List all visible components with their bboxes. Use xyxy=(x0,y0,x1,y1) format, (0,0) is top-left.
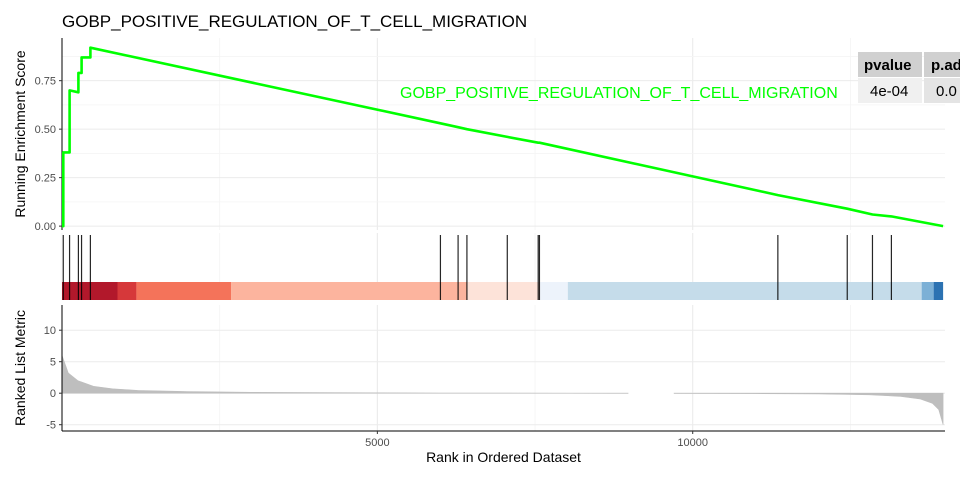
rank-color-bar xyxy=(62,282,944,300)
color-band xyxy=(136,282,232,300)
series-line xyxy=(61,46,944,228)
y-tick-label: 0.25 xyxy=(35,173,56,185)
color-band xyxy=(117,282,137,300)
color-band xyxy=(231,282,467,300)
metric-area xyxy=(61,355,944,425)
y-axis-title-running-score: Running Enrichment Score xyxy=(12,50,28,218)
ranked-metric-panel: -5 0 5 10 5000 10000 xyxy=(44,305,945,449)
table-header-pvalue: pvalue xyxy=(864,57,912,74)
running-score-line xyxy=(61,46,944,228)
color-band xyxy=(540,282,568,300)
hits-panel xyxy=(61,233,944,300)
table-cell-pvalue: 4e-04 xyxy=(870,83,908,100)
chart-title: GOBP_POSITIVE_REGULATION_OF_T_CELL_MIGRA… xyxy=(62,12,527,31)
color-band xyxy=(921,282,934,300)
table-cell-padjust: 0.0 xyxy=(936,83,957,100)
table-body-cell xyxy=(924,78,960,103)
stats-table: pvalue p.adjust 4e-04 0.0 xyxy=(858,52,960,103)
color-band xyxy=(567,282,922,300)
ranked-metric-axes: -5 0 5 10 5000 10000 xyxy=(44,305,945,449)
x-tick-label: 10000 xyxy=(677,437,708,449)
running-score-grid xyxy=(61,38,945,230)
table-body-cell xyxy=(858,78,922,103)
y-tick-label: 0.75 xyxy=(35,76,56,88)
ranked-metric-area xyxy=(61,355,944,425)
y-tick-label: 0 xyxy=(50,388,56,400)
metric-gap xyxy=(628,391,674,395)
y-tick-label: 5 xyxy=(50,357,56,369)
running-score-axes: 0.00 0.25 0.50 0.75 xyxy=(35,38,63,233)
running-score-panel: 0.00 0.25 0.50 0.75 xyxy=(35,38,945,233)
y-tick-label: -5 xyxy=(46,420,56,432)
y-axis-title-ranked-metric: Ranked List Metric xyxy=(12,310,28,426)
color-band xyxy=(933,282,944,300)
x-axis-title: Rank in Ordered Dataset xyxy=(426,449,581,465)
table-header-cell xyxy=(858,52,922,77)
color-band xyxy=(466,282,541,300)
y-tick-label: 10 xyxy=(44,325,56,337)
legend-series-label: GOBP_POSITIVE_REGULATION_OF_T_CELL_MIGRA… xyxy=(400,85,838,102)
x-tick-label: 5000 xyxy=(365,437,389,449)
table-header-cell xyxy=(924,52,960,77)
y-tick-label: 0.50 xyxy=(35,124,56,136)
y-tick-label: 0.00 xyxy=(35,221,56,233)
hit-marks xyxy=(62,235,892,300)
ranked-metric-grid xyxy=(61,305,945,431)
color-band xyxy=(62,282,118,300)
table-header-padjust: p.adjust xyxy=(931,57,960,74)
